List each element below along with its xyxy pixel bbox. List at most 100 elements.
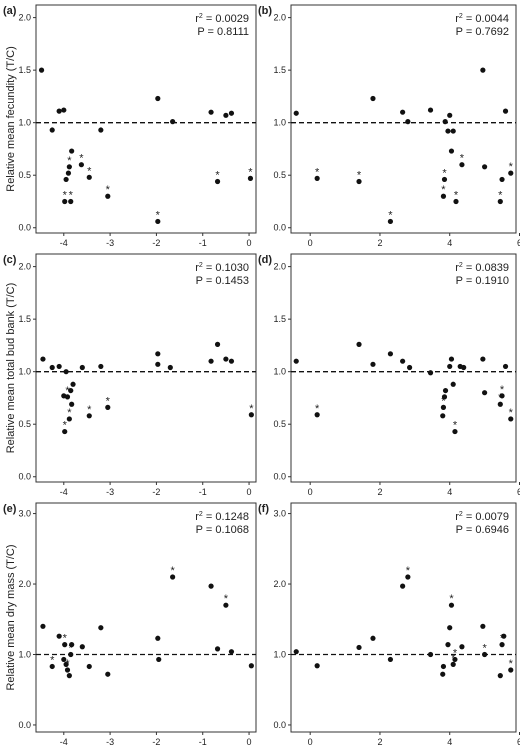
data-point <box>155 351 161 357</box>
r-squared-label: r2 = 0.1030 <box>195 262 249 274</box>
data-point <box>452 656 458 663</box>
data-point <box>480 623 486 629</box>
panel-e: (e) 0.0 1.0 2.0 3.0 -4 -3 -2 -1 0 Relative mean dr… <box>3 502 257 752</box>
y-tick-label: 2.0 <box>273 13 286 23</box>
data-point <box>356 644 362 651</box>
data-point <box>482 651 488 658</box>
data-point <box>508 170 514 176</box>
data-point <box>49 364 55 371</box>
data-point <box>314 175 320 181</box>
significance-marker: * <box>500 633 505 645</box>
data-point <box>98 625 104 631</box>
significance-marker: * <box>498 189 503 201</box>
data-point <box>447 363 453 370</box>
r-squared-label: r2 = 0.1248 <box>195 511 249 523</box>
panel-label: (c) <box>3 254 17 266</box>
data-point <box>63 661 69 667</box>
data-point <box>66 164 72 170</box>
data-point <box>223 602 229 608</box>
data-point <box>448 356 455 362</box>
data-point <box>155 361 161 367</box>
data-point <box>208 109 214 115</box>
data-point <box>61 656 67 663</box>
data-point <box>61 107 67 113</box>
significance-marker: * <box>87 404 92 416</box>
y-tick-label: 1.0 <box>273 649 286 659</box>
x-tick-label: -1 <box>199 238 207 248</box>
y-tick-label: 2.0 <box>273 579 286 589</box>
y-tick-label: 1.5 <box>273 314 286 324</box>
significance-marker: * <box>63 420 68 432</box>
significance-marker: * <box>65 385 70 397</box>
data-point <box>79 644 85 650</box>
significance-marker: * <box>500 384 505 396</box>
y-tick-label: 1.5 <box>273 65 286 75</box>
x-tick-label: -4 <box>60 487 68 497</box>
significance-marker: * <box>67 155 72 167</box>
data-point <box>499 176 505 183</box>
y-tick-label: 2.0 <box>18 262 31 272</box>
data-point <box>450 381 456 387</box>
panel-f: (f)0.01.02.03.00246Log [Mean leafing int… <box>258 502 520 752</box>
data-point <box>86 174 92 180</box>
significance-marker: * <box>406 565 411 577</box>
data-point <box>405 574 411 580</box>
significance-marker: * <box>315 166 320 178</box>
data-point <box>440 663 447 670</box>
data-point <box>314 663 320 669</box>
plot-frame <box>35 502 257 733</box>
data-point <box>356 178 362 185</box>
data-point <box>66 673 72 679</box>
y-tick-label: 0.0 <box>273 720 286 730</box>
data-point <box>64 667 71 673</box>
data-point <box>407 364 413 371</box>
data-point <box>63 176 69 183</box>
data-point <box>38 67 45 73</box>
data-point <box>370 635 376 641</box>
y-tick-label: 2.0 <box>18 579 31 589</box>
x-tick-label: -1 <box>199 737 207 747</box>
plot-frame <box>35 253 257 483</box>
y-tick-label: 0.5 <box>273 419 286 429</box>
y-tick-label: 0.5 <box>18 419 31 429</box>
data-point <box>228 358 235 364</box>
significance-marker: * <box>509 407 514 419</box>
data-point <box>49 663 55 670</box>
data-point <box>56 108 62 114</box>
data-point <box>248 412 254 418</box>
data-point <box>400 358 406 364</box>
data-point <box>387 218 394 225</box>
x-tick-label: -4 <box>60 238 68 248</box>
data-point <box>502 363 509 370</box>
x-tick-label: 0 <box>308 487 313 497</box>
data-point <box>228 110 235 116</box>
panel-label: (f) <box>258 503 269 515</box>
y-tick-label: 0.0 <box>273 223 286 233</box>
significance-marker: * <box>388 209 393 221</box>
y-tick-label: 1.0 <box>273 367 286 377</box>
data-point <box>228 649 235 655</box>
panel-label: (b) <box>258 5 272 17</box>
x-tick-label: 0 <box>247 487 252 497</box>
x-tick-label: 2 <box>377 238 382 248</box>
x-tick-label: -3 <box>106 737 114 747</box>
data-point <box>502 108 509 114</box>
x-tick-label: -2 <box>152 737 160 747</box>
significance-marker: * <box>460 153 465 165</box>
x-tick-label: 2 <box>377 487 382 497</box>
y-tick-label: 1.0 <box>273 118 286 128</box>
data-point <box>482 164 488 170</box>
data-point <box>508 416 514 422</box>
data-point <box>105 193 111 199</box>
p-value-label: P = 0.8111 <box>197 26 249 38</box>
data-point <box>63 369 69 375</box>
data-point <box>214 341 221 347</box>
significance-marker: * <box>170 565 175 577</box>
data-point <box>98 127 104 133</box>
x-tick-label: -3 <box>106 238 114 248</box>
data-point <box>156 656 162 663</box>
x-tick-label: -2 <box>152 487 160 497</box>
data-point <box>440 413 446 419</box>
data-point <box>68 198 74 205</box>
y-axis-label: Relative mean total bud bank (T/C) <box>5 283 17 454</box>
